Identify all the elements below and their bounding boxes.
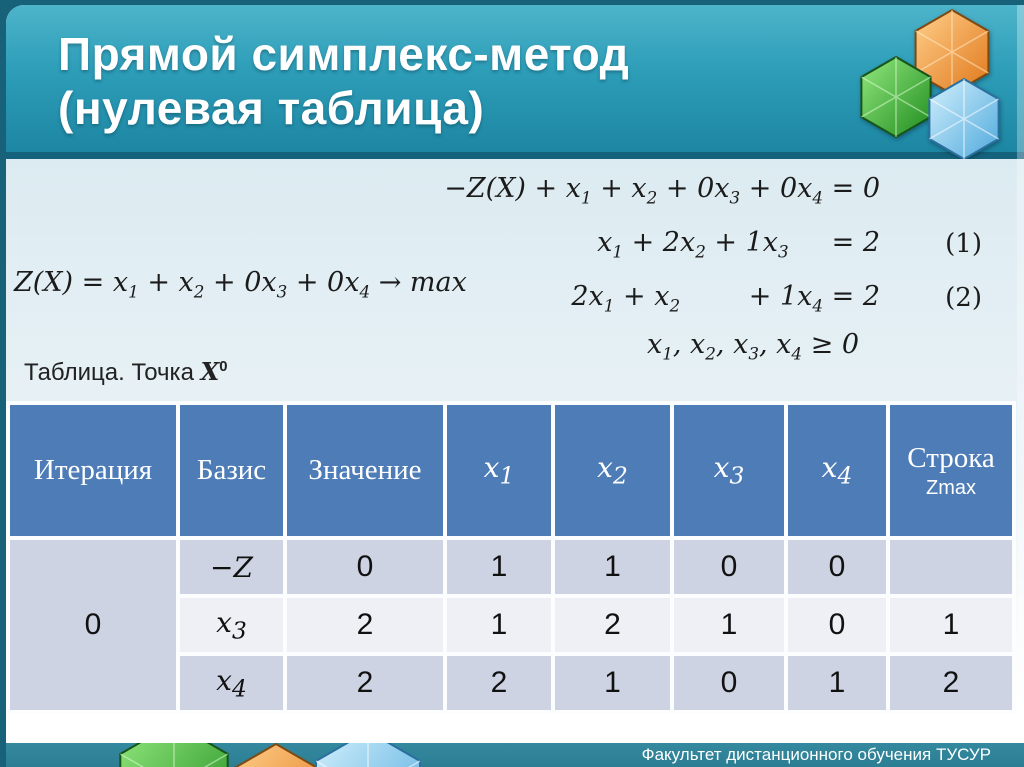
formula-canonical-objective: −Z(X) + x1 + x2 + 0x3 + 0x4 = 0	[444, 173, 880, 208]
slide: Прямой симплекс-метод (нулевая таблица)	[6, 5, 1024, 767]
cell-value: 2	[287, 656, 443, 710]
cell-x4: 0	[788, 540, 886, 594]
cell-zmax: 1	[890, 598, 1012, 652]
header-value: Значение	[287, 405, 443, 536]
page-title: Прямой симплекс-метод (нулевая таблица)	[58, 27, 629, 135]
page-title-line2: (нулевая таблица)	[58, 82, 485, 134]
cell-basis-minus-z: −Z	[180, 540, 283, 594]
header-x3-label: x3	[713, 451, 745, 490]
cell-x2: 1	[555, 656, 670, 710]
cell-value: 2	[287, 598, 443, 652]
formula-nonnegativity: x1, x2, x3, x4 ≥ 0	[646, 329, 859, 364]
formula-constraint-1: x1 + 2x2 + 1x3 = 2	[597, 227, 880, 262]
slide-content: −Z(X) + x1 + x2 + 0x3 + 0x4 = 0 x1 + 2x2…	[6, 159, 1024, 743]
simplex-table: Итерация Базис Значение x1 x2 x3 x4 Стро…	[6, 401, 1016, 714]
cell-x3: 0	[674, 540, 784, 594]
cell-x1: 2	[447, 656, 551, 710]
cell-value: 0	[287, 540, 443, 594]
header-zmax-row: Строка Zmax	[890, 405, 1012, 536]
header-x3: x3	[674, 405, 784, 536]
table-row: 0 −Z 0 1 1 0 0	[10, 540, 1012, 710]
footer-orange-hexagon-icon	[234, 743, 318, 767]
title-bar: Прямой симплекс-метод (нулевая таблица)	[6, 5, 1024, 159]
formula-constraint-2: 2x1 + x2 + 1x4 = 2	[571, 281, 880, 316]
hexagon-cubes-logo-icon	[860, 8, 1000, 159]
header-x2: x2	[555, 405, 670, 536]
cell-zmax	[890, 540, 1012, 594]
cell-basis-x4: x4	[180, 656, 283, 710]
cell-basis-x3: x3	[180, 598, 283, 652]
cell-zmax: 2	[890, 656, 1012, 710]
header-iteration: Итерация	[10, 405, 176, 536]
footer-hexagons-icon	[119, 743, 421, 767]
cell-x3: 0	[674, 656, 784, 710]
table-caption-text: Таблица. Точка	[24, 359, 201, 386]
footer-bar: Факультет дистанционного обучения ТУСУР	[6, 743, 1024, 767]
blue-hexagon-icon	[928, 77, 1000, 159]
equation-number-1: (1)	[945, 229, 982, 259]
cell-x3: 1	[674, 598, 784, 652]
cell-x1: 1	[447, 540, 551, 594]
simplex-table-header-row: Итерация Базис Значение x1 x2 x3 x4 Стро…	[10, 405, 1012, 536]
right-edge-highlight	[1017, 5, 1024, 743]
table-row: x4 2 2 1 0 1 2	[10, 656, 1012, 710]
formula-objective-function: Z(X) = x1 + x2 + 0x3 + 0x4 → max	[14, 267, 467, 302]
table-caption-superscript: 0	[219, 359, 228, 375]
header-x4: x4	[788, 405, 886, 536]
table-row: x3 2 1 2 1 0 1	[10, 598, 1012, 652]
header-x1: x1	[447, 405, 551, 536]
header-x2-label: x2	[597, 451, 628, 490]
cell-x2: 2	[555, 598, 670, 652]
page-title-line1: Прямой симплекс-метод	[58, 28, 630, 80]
header-x1-label: x1	[483, 451, 515, 490]
equation-number-2: (2)	[945, 283, 982, 313]
table-caption-variable: X	[200, 357, 220, 386]
footer-faculty-label: Факультет дистанционного обучения ТУСУР	[641, 745, 991, 764]
cell-x4: 0	[788, 598, 886, 652]
cell-iteration: 0	[10, 540, 176, 710]
header-zmax-row-top: Строка	[907, 441, 995, 474]
header-x4-label: x4	[821, 451, 853, 490]
cell-x2: 1	[555, 540, 670, 594]
header-basis: Базис	[180, 405, 283, 536]
cell-x1: 1	[447, 598, 551, 652]
header-zmax-row-bottom: Zmax	[926, 476, 976, 499]
table-caption: Таблица. Точка X0	[24, 357, 228, 387]
cell-x4: 1	[788, 656, 886, 710]
green-hexagon-icon	[860, 55, 932, 139]
